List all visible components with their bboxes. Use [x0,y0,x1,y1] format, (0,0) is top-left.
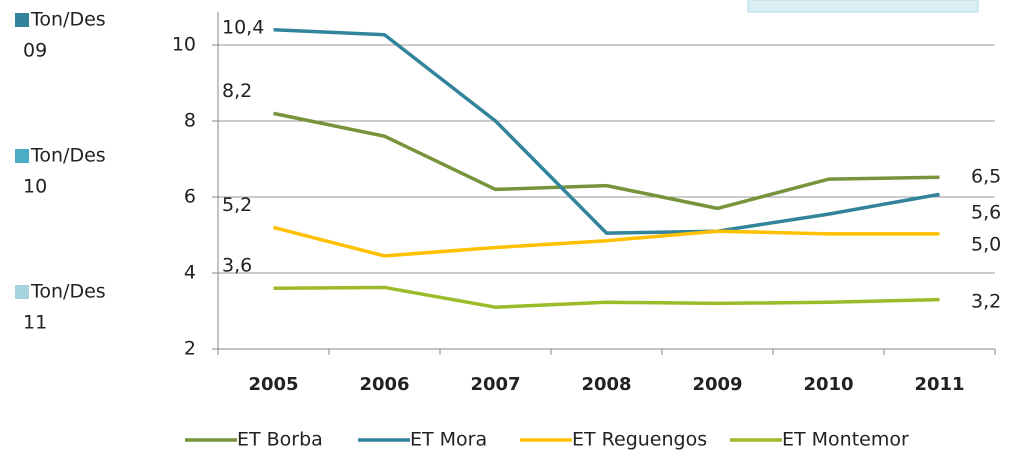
x-tick-label: 2011 [914,374,964,395]
y-tick-label: 10 [172,34,196,56]
data-label: 10,4 [222,17,264,39]
y-tick-label: 4 [184,262,196,284]
side-legend-label: 10 [23,176,47,198]
data-label: 5,2 [222,194,252,216]
series-line [273,285,940,309]
side-legend-label: 11 [23,312,47,334]
data-label: 3,6 [222,255,252,277]
x-tick-label: 2005 [248,374,298,395]
x-tick-label: 2009 [692,374,742,395]
side-legend-label: Ton/Des [30,281,106,303]
side-legend-label: 09 [23,40,47,62]
title-box-cropped [747,0,979,13]
series-line [273,28,940,235]
side-legend-swatch [15,149,29,163]
annotation: 6,5 [971,166,1001,188]
legend-label: ET Mora [410,429,487,451]
series-line [273,225,940,258]
annotation: 5,6 [971,202,1001,224]
y-tick-label: 2 [184,338,196,360]
legend-label: ET Borba [237,429,323,451]
y-tick-label: 6 [184,186,196,208]
legend-label: ET Reguengos [572,429,707,451]
side-legend-swatch [15,13,29,27]
x-tick-label: 2008 [581,374,631,395]
annotation: 3,2 [971,291,1001,313]
y-tick-label: 8 [184,110,196,132]
x-tick-label: 2007 [470,374,520,395]
x-tick-label: 2006 [359,374,409,395]
data-label: 8,2 [222,80,252,102]
x-tick-label: 2010 [803,374,853,395]
annotation: 5,0 [971,234,1001,256]
side-legend-swatch [15,285,29,299]
side-legend-label: Ton/Des [30,9,106,31]
side-legend-label: Ton/Des [30,145,106,167]
legend-label: ET Montemor [782,429,909,451]
series-line [273,111,940,211]
